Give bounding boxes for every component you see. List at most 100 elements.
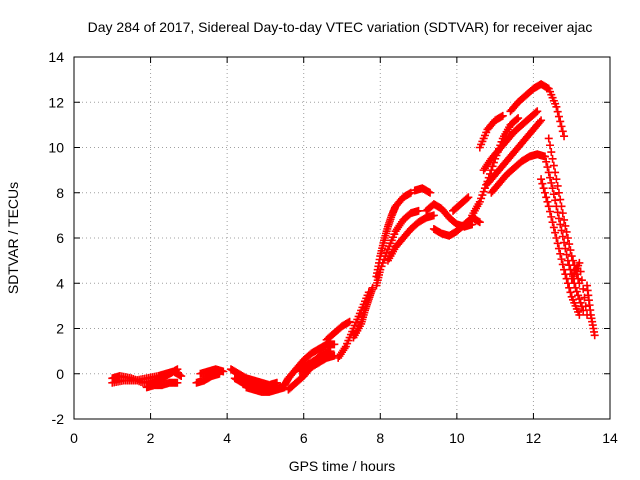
data-point: [326, 347, 335, 356]
y-tick-label: 2: [56, 321, 64, 337]
data-point: [330, 340, 339, 349]
series-track-14: [349, 283, 377, 342]
series-track-4: [192, 369, 224, 387]
data-point: [554, 188, 563, 197]
data-point: [498, 111, 507, 120]
series-track-20: [429, 213, 484, 240]
y-tick-label: 12: [48, 94, 64, 110]
data-point: [572, 287, 581, 296]
data-point: [543, 163, 552, 172]
series-track-11: [295, 347, 335, 376]
data-point: [552, 234, 561, 242]
data-point: [547, 178, 556, 187]
data-point: [549, 161, 558, 170]
axis-ticks: 0 2 4 6 8 10 12 14 -2 0 2 4 6 8 10 12 14: [48, 49, 618, 446]
series-track-10: [284, 351, 339, 394]
y-tick-label: 8: [56, 185, 64, 201]
data-point: [487, 166, 496, 175]
data-point: [548, 154, 557, 163]
series-track-26: [487, 150, 549, 197]
data-point: [567, 252, 576, 261]
data-point: [512, 115, 521, 124]
data-point: [540, 152, 549, 161]
y-tick-label: 0: [56, 366, 64, 382]
data-point: [575, 258, 584, 267]
x-tick-label: 4: [223, 430, 231, 446]
data-points: [108, 80, 599, 396]
data-point: [590, 331, 599, 340]
series-track-2: [108, 365, 182, 387]
data-point: [548, 218, 557, 227]
y-tick-label: 14: [48, 49, 64, 65]
data-point: [539, 184, 548, 193]
series-track-17: [383, 211, 438, 265]
data-point: [558, 209, 567, 218]
data-point: [557, 255, 566, 264]
data-point: [571, 283, 580, 292]
data-point: [558, 127, 567, 136]
data-point: [577, 276, 586, 285]
series-track-8: [242, 383, 289, 396]
data-point: [574, 291, 583, 300]
series-track-5: [196, 365, 228, 378]
grid-lines: [74, 57, 610, 419]
data-point: [463, 194, 472, 203]
x-tick-label: 14: [602, 430, 618, 446]
data-point: [568, 256, 577, 265]
series-track-21: [449, 193, 473, 215]
data-point: [560, 238, 569, 247]
data-point: [562, 250, 571, 259]
data-point: [579, 306, 588, 315]
data-point: [219, 367, 228, 376]
series-track-12: [322, 317, 354, 344]
data-point: [552, 102, 561, 111]
data-point: [544, 202, 553, 211]
data-point: [549, 223, 558, 232]
data-point: [514, 114, 523, 123]
data-point: [531, 108, 540, 117]
data-point: [535, 117, 544, 126]
data-point: [557, 202, 566, 211]
data-point: [537, 116, 546, 125]
data-point: [556, 195, 565, 204]
series-track-24: [479, 107, 542, 175]
series-track-3: [142, 378, 182, 392]
series-track-29: [540, 152, 588, 315]
data-point: [558, 232, 567, 241]
data-point: [551, 228, 560, 237]
data-point: [561, 221, 570, 230]
data-point: [547, 212, 556, 221]
data-point: [575, 310, 584, 319]
series-track-15: [372, 188, 415, 281]
series-track-6: [226, 365, 281, 390]
series-track-25: [483, 116, 546, 188]
data-point: [546, 173, 555, 182]
data-point: [546, 141, 555, 150]
data-point: [177, 372, 186, 381]
y-tick-label: 10: [48, 140, 64, 156]
data-point: [429, 211, 438, 220]
data-point: [557, 226, 566, 235]
data-point: [576, 298, 585, 307]
data-point: [554, 112, 563, 121]
data-point: [557, 122, 566, 131]
data-point: [552, 175, 561, 184]
x-tick-label: 2: [147, 430, 155, 446]
data-point: [548, 184, 557, 193]
data-point: [546, 207, 555, 216]
x-axis-title: GPS time / hours: [289, 458, 396, 474]
data-point: [547, 148, 556, 157]
series-track-18: [410, 184, 435, 197]
data-point: [556, 220, 565, 229]
data-point: [475, 218, 484, 227]
series-track-23: [475, 111, 507, 152]
data-point: [533, 107, 542, 116]
data-point: [542, 157, 551, 166]
y-tick-label: 6: [56, 230, 64, 246]
x-tick-label: 10: [449, 430, 465, 446]
data-point: [543, 197, 552, 206]
data-point: [566, 246, 575, 255]
data-point: [562, 227, 571, 236]
data-point: [414, 206, 423, 215]
